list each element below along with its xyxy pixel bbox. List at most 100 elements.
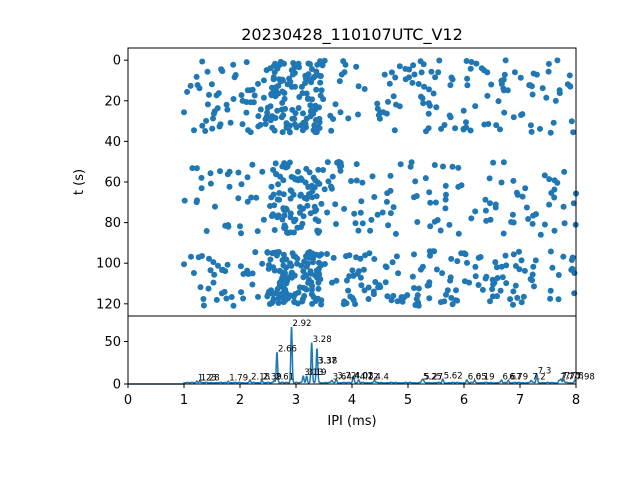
- scatter-point: [349, 267, 356, 274]
- scatter-point: [313, 193, 320, 200]
- scatter-point: [493, 264, 500, 271]
- scatter-point: [408, 159, 415, 166]
- scatter-point: [520, 293, 527, 300]
- histogram-peak-label: 1.28: [201, 373, 220, 383]
- scatter-point: [337, 109, 344, 116]
- scatter-point: [484, 69, 491, 76]
- scatter-point: [442, 205, 449, 212]
- scatter-point: [365, 284, 372, 291]
- scatter-point: [366, 250, 373, 257]
- scatter-point: [472, 273, 479, 280]
- histogram-x-tick-label: 4: [348, 393, 356, 408]
- scatter-point: [430, 90, 437, 97]
- scatter-point: [295, 105, 302, 111]
- scatter-point: [286, 75, 293, 82]
- scatter-point: [278, 106, 285, 113]
- scatter-point: [271, 202, 278, 209]
- scatter-point: [443, 291, 449, 298]
- scatter-point: [219, 266, 226, 273]
- scatter-point: [188, 253, 194, 260]
- scatter-point: [412, 302, 419, 308]
- scatter-point: [393, 253, 400, 260]
- scatter-point: [319, 62, 326, 69]
- scatter-point: [276, 279, 283, 286]
- scatter-point: [502, 57, 509, 64]
- scatter-point: [230, 302, 237, 309]
- scatter-point: [296, 284, 303, 291]
- scatter-point: [370, 291, 377, 298]
- scatter-point: [510, 251, 517, 258]
- scatter-point: [281, 225, 288, 231]
- scatter-point: [297, 204, 303, 210]
- histogram-peak-label: 3.19: [308, 368, 327, 378]
- scatter-point: [214, 105, 221, 112]
- scatter-point: [264, 293, 271, 300]
- scatter-point: [423, 128, 429, 135]
- scatter-point: [510, 114, 517, 121]
- histogram-peak-label: 2.18: [251, 372, 270, 382]
- scatter-point: [410, 62, 417, 69]
- scatter-point: [493, 122, 500, 129]
- scatter-point: [286, 159, 293, 166]
- scatter-y-tick-label: 40: [104, 135, 121, 150]
- scatter-point: [355, 111, 361, 118]
- scatter-point: [448, 255, 455, 262]
- scatter-point: [275, 181, 282, 188]
- scatter-point: [223, 101, 230, 108]
- scatter-point: [240, 295, 247, 302]
- scatter-point: [494, 275, 501, 281]
- scatter-point: [272, 114, 278, 121]
- scatter-point: [260, 77, 267, 84]
- scatter-point: [529, 271, 536, 278]
- scatter-point: [352, 220, 359, 227]
- histogram-peak-label: 3.38: [318, 356, 337, 366]
- scatter-point: [355, 227, 362, 234]
- scatter-point: [243, 59, 250, 66]
- scatter-point: [463, 58, 470, 64]
- histogram-peak-label: 7.7: [560, 372, 574, 382]
- scatter-point: [313, 68, 320, 75]
- scatter-point: [328, 127, 335, 134]
- scatter-point: [199, 253, 205, 259]
- scatter-point: [431, 162, 438, 168]
- scatter-point: [413, 296, 420, 302]
- scatter-point: [492, 204, 499, 211]
- scatter-point: [359, 220, 366, 227]
- scatter-point: [230, 61, 237, 68]
- scatter-point: [315, 285, 322, 292]
- scatter-point: [560, 203, 567, 210]
- scatter-point: [235, 195, 242, 202]
- scatter-point: [369, 173, 376, 180]
- scatter-point: [239, 97, 246, 104]
- scatter-point: [360, 266, 367, 273]
- scatter-point: [411, 285, 417, 291]
- scatter-point: [437, 227, 444, 234]
- scatter-point: [270, 76, 277, 83]
- scatter-point: [337, 159, 344, 166]
- scatter-point: [376, 282, 383, 289]
- scatter-point: [499, 274, 506, 281]
- scatter-point: [516, 248, 522, 255]
- scatter-point: [305, 184, 312, 190]
- scatter-point: [238, 289, 245, 296]
- scatter-point: [290, 229, 297, 236]
- scatter-point: [389, 259, 396, 266]
- scatter-point: [210, 259, 217, 266]
- histogram-y-tick-label: 50: [104, 335, 121, 350]
- scatter-point: [503, 280, 510, 287]
- scatter-point: [551, 194, 558, 201]
- scatter-point: [181, 261, 187, 268]
- scatter-point: [267, 103, 274, 110]
- histogram-y-tick-label: 0: [113, 378, 121, 393]
- scatter-point: [481, 121, 488, 128]
- scatter-point: [288, 274, 295, 281]
- histogram-peak-label: 4.02: [354, 372, 373, 382]
- scatter-point: [387, 210, 394, 217]
- scatter-point: [411, 71, 418, 78]
- scatter-point: [244, 198, 251, 205]
- scatter-point: [510, 177, 517, 184]
- scatter-y-tick-label: 0: [113, 54, 121, 69]
- scatter-point: [265, 265, 272, 272]
- scatter-point: [223, 295, 230, 302]
- scatter-point: [300, 110, 306, 117]
